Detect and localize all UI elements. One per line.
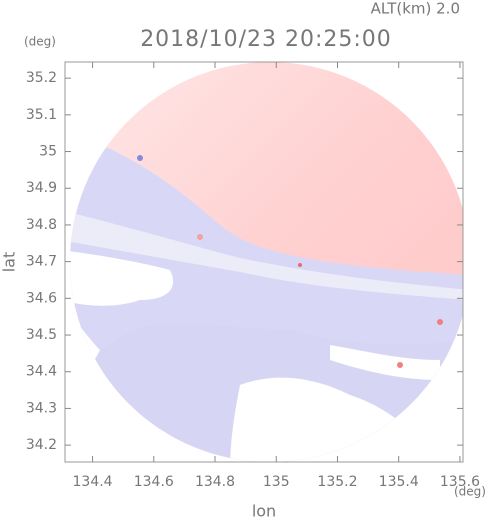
y-tick-label: 35.2 bbox=[26, 70, 57, 86]
x-tick-label: 135.4 bbox=[379, 474, 419, 490]
y-tick-label: 34.2 bbox=[26, 437, 57, 453]
y-axis-label: lat bbox=[0, 252, 19, 273]
x-tick-label: 135.6 bbox=[440, 474, 480, 490]
y-tick-label: 34.3 bbox=[26, 400, 57, 416]
y-tick-label: 34.6 bbox=[26, 290, 57, 306]
x-tick-label: 135.2 bbox=[317, 474, 357, 490]
y-tick-label: 34.7 bbox=[26, 254, 57, 270]
y-tick-label: 34.8 bbox=[26, 217, 57, 233]
x-unit: (deg) bbox=[454, 485, 486, 499]
y-tick-label: 34.4 bbox=[26, 364, 57, 380]
x-tick-label: 135 bbox=[263, 474, 290, 490]
chart-title: 2018/10/23 20:25:00 bbox=[140, 27, 392, 52]
x-tick-label: 134.6 bbox=[134, 474, 174, 490]
y-unit: (deg) bbox=[24, 35, 56, 49]
altitude-annotation: ALT(km) 2.0 bbox=[371, 0, 460, 18]
x-tick-label: 134.4 bbox=[73, 474, 113, 490]
radar-field bbox=[70, 62, 463, 462]
x-tick-label: 134.8 bbox=[195, 474, 235, 490]
x-axis-label: lon bbox=[252, 502, 276, 521]
y-tick-label: 35.1 bbox=[26, 107, 57, 123]
y-tick-label: 34.9 bbox=[26, 180, 57, 196]
y-tick-label: 35 bbox=[39, 144, 57, 160]
y-tick-label: 34.5 bbox=[26, 327, 57, 343]
